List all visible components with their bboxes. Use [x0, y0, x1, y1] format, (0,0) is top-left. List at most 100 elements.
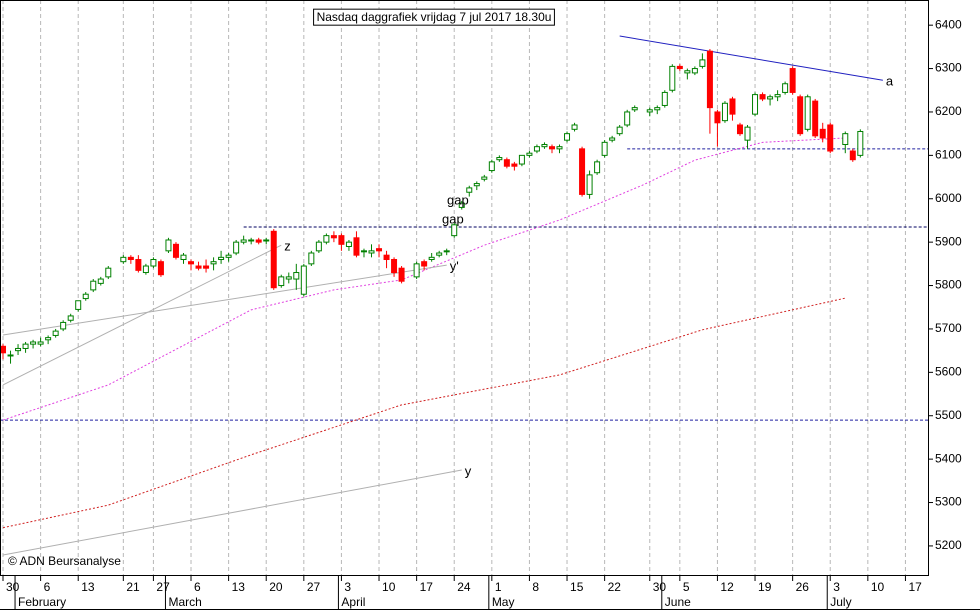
candle-body [240, 239, 247, 243]
candle-body [571, 124, 578, 130]
candle-body [699, 59, 706, 67]
candle-body [736, 124, 743, 135]
candle-body [285, 276, 292, 280]
annotation: gap [447, 192, 469, 207]
candle-body [797, 96, 804, 135]
candle-body [729, 98, 736, 115]
candle-body [548, 146, 555, 150]
plot-frame [0, 0, 929, 576]
candle-body [744, 126, 751, 141]
x-tick-label: 27 [307, 580, 321, 594]
y-tick-label: 6100 [935, 148, 962, 162]
month-label: May [492, 595, 515, 609]
candle-body [842, 133, 849, 146]
candle-body [646, 109, 653, 113]
candle-body [473, 183, 480, 187]
x-tick-label: 1 [495, 580, 502, 594]
copyright: © ADN Beursanalyse [8, 554, 121, 568]
candle-body [353, 237, 360, 256]
y-tick-label: 6300 [935, 61, 962, 75]
y-tick-label: 6000 [935, 191, 962, 205]
candle-body [767, 96, 774, 100]
x-tick-label: 12 [720, 580, 734, 594]
trendline-label: y [465, 463, 472, 478]
y-tick-label: 5800 [935, 278, 962, 292]
candle-body [30, 341, 37, 345]
month-label: March [168, 595, 201, 609]
y-tick-label: 5400 [935, 451, 962, 465]
candle-body [631, 107, 638, 111]
x-tick-label: 22 [608, 580, 622, 594]
candle-body [526, 152, 533, 156]
trendline-label: a [886, 74, 894, 89]
candle-body [195, 265, 202, 269]
title-box [313, 8, 555, 26]
candle-body [263, 239, 270, 242]
y-tick-label: 6400 [935, 17, 962, 31]
candle-body [90, 280, 97, 291]
x-tick-label: 20 [269, 580, 283, 594]
candle-body [360, 250, 367, 253]
y-tick-label: 5300 [935, 495, 962, 509]
x-tick-label: 24 [457, 580, 471, 594]
candle-body [127, 256, 134, 261]
candle-body [188, 261, 195, 265]
month-label: July [830, 595, 851, 609]
candle-body [594, 161, 601, 174]
annotation: gap [442, 211, 464, 226]
trendline-label: y' [450, 259, 459, 274]
candle-body [684, 70, 691, 74]
candle-body [142, 265, 149, 274]
candle-body [82, 293, 89, 300]
candle-body [556, 146, 563, 150]
candle-body [120, 256, 127, 263]
candle-body [503, 159, 510, 167]
candle-body [60, 321, 67, 330]
candle-body [293, 272, 300, 280]
candle-body [338, 235, 345, 245]
candle-body [421, 261, 428, 267]
candle-body [451, 224, 458, 237]
x-tick-label: 13 [81, 580, 95, 594]
plot-area [0, 0, 928, 575]
month-label: April [341, 595, 365, 609]
candle-body [458, 202, 465, 208]
candle-body [308, 252, 315, 265]
candle-body [564, 133, 571, 141]
trendline-label: z [284, 239, 291, 254]
month-label: June [665, 595, 691, 609]
candle-body [466, 187, 473, 193]
y-tick-label: 5200 [935, 538, 962, 552]
candle-body [248, 239, 255, 242]
candle-body [278, 276, 285, 287]
trendline [2, 244, 282, 386]
moving-average [2, 297, 846, 529]
trendline [2, 469, 462, 556]
candle-body [759, 94, 766, 100]
candle-body [376, 248, 383, 252]
x-tick-label: 6 [44, 580, 51, 594]
x-tick-label: 10 [382, 580, 396, 594]
candle-body [609, 137, 616, 141]
candle-body [180, 254, 187, 261]
x-tick-label: 15 [570, 580, 584, 594]
candle-body [300, 265, 307, 295]
candle-body [225, 254, 232, 258]
x-tick-label: 19 [758, 580, 772, 594]
candle-body [45, 337, 52, 341]
candle-body [488, 161, 495, 172]
candle-body [782, 83, 789, 93]
y-tick-label: 5700 [935, 321, 962, 335]
candle-body [533, 146, 540, 152]
candle-body [368, 250, 375, 254]
candle-body [413, 263, 420, 278]
x-tick-label: 30 [653, 580, 667, 594]
x-tick-label: 3 [833, 580, 840, 594]
candle-body [345, 241, 352, 247]
candle-body [804, 96, 811, 130]
candle-body [601, 141, 608, 156]
candle-body [233, 241, 240, 254]
y-tick-label: 5500 [935, 408, 962, 422]
x-tick-label: 3 [344, 580, 351, 594]
